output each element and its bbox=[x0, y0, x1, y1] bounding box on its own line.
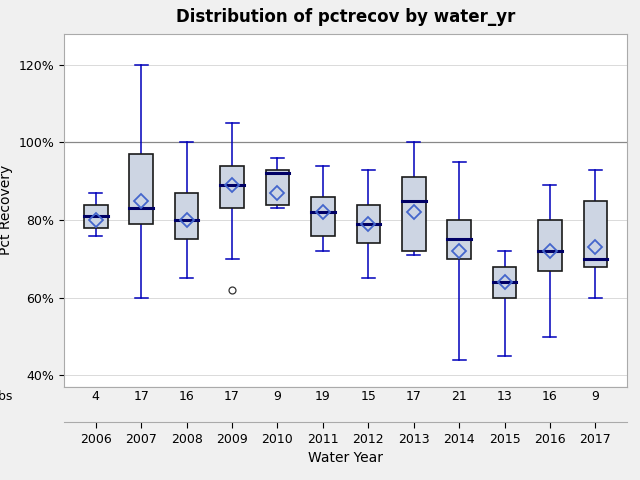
Bar bbox=[402, 177, 426, 251]
X-axis label: Water Year: Water Year bbox=[308, 451, 383, 466]
Text: 15: 15 bbox=[360, 390, 376, 404]
Text: 17: 17 bbox=[406, 390, 422, 404]
Bar bbox=[129, 154, 153, 224]
Text: 19: 19 bbox=[315, 390, 331, 404]
Y-axis label: Pct Recovery: Pct Recovery bbox=[0, 165, 13, 255]
Text: 17: 17 bbox=[133, 390, 149, 404]
Title: Distribution of pctrecov by water_yr: Distribution of pctrecov by water_yr bbox=[176, 9, 515, 26]
Bar bbox=[584, 201, 607, 267]
Bar bbox=[84, 204, 108, 228]
Bar bbox=[447, 220, 471, 259]
Text: 21: 21 bbox=[451, 390, 467, 404]
Bar bbox=[175, 193, 198, 240]
Bar bbox=[356, 204, 380, 243]
Bar bbox=[220, 166, 244, 208]
Text: 16: 16 bbox=[542, 390, 558, 404]
Text: Nobs: Nobs bbox=[0, 390, 13, 404]
Text: 9: 9 bbox=[591, 390, 599, 404]
Text: 9: 9 bbox=[273, 390, 282, 404]
Bar bbox=[493, 267, 516, 298]
Text: 13: 13 bbox=[497, 390, 513, 404]
Text: 17: 17 bbox=[224, 390, 240, 404]
Bar bbox=[311, 197, 335, 236]
Text: 16: 16 bbox=[179, 390, 195, 404]
Text: 4: 4 bbox=[92, 390, 100, 404]
Bar bbox=[538, 220, 562, 271]
Bar bbox=[266, 169, 289, 204]
